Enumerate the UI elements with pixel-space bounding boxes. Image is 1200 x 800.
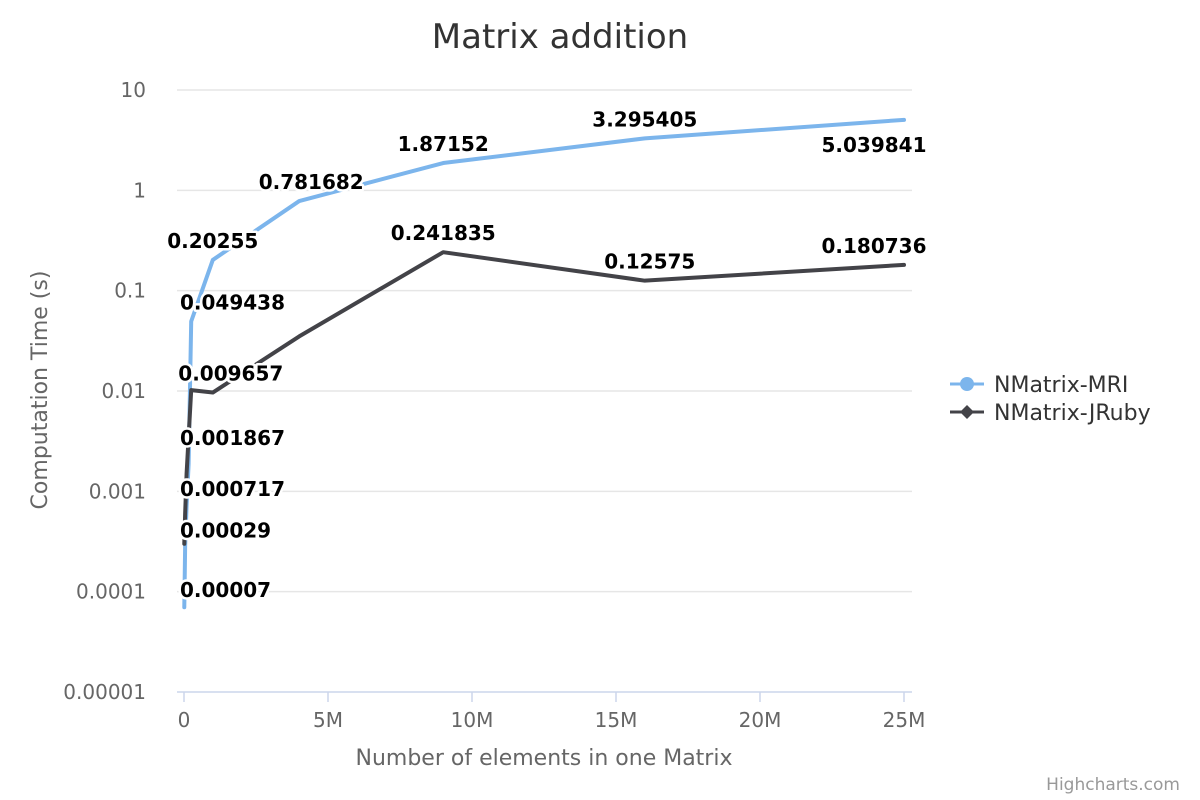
legend-item-nmatrix-mri[interactable]: NMatrix-MRI <box>950 373 1128 398</box>
x-tick-label: 25M <box>883 708 926 732</box>
legend-label-nmatrix-jruby: NMatrix-JRuby <box>994 401 1151 426</box>
data-point[interactable] <box>211 258 215 262</box>
x-tick-label: 5M <box>313 708 343 732</box>
y-tick-label: 10 <box>121 78 146 102</box>
chart-title: Matrix addition <box>432 17 688 57</box>
y-tick-label: 0.001 <box>89 479 146 503</box>
data-point[interactable] <box>182 542 186 546</box>
data-point[interactable] <box>643 136 647 140</box>
y-axis-title: Computation Time (s) <box>28 271 53 510</box>
data-point[interactable] <box>182 605 186 609</box>
data-label: 0.180736 <box>821 234 926 258</box>
data-point[interactable] <box>189 319 193 323</box>
legend-label-nmatrix-mri: NMatrix-MRI <box>994 373 1128 398</box>
data-point[interactable] <box>211 391 215 395</box>
x-tick-label: 10M <box>451 708 494 732</box>
data-point[interactable] <box>189 388 193 392</box>
data-point[interactable] <box>297 199 301 203</box>
legend-item-nmatrix-jruby[interactable]: NMatrix-JRuby <box>950 401 1151 426</box>
data-point[interactable] <box>643 279 647 283</box>
legend-diamond-marker-icon <box>960 405 974 419</box>
x-tick-label: 0 <box>178 708 191 732</box>
y-tick-label: 1 <box>133 178 146 202</box>
x-axis-ticks: 0 5M 10M 15M 20M 25M <box>178 692 926 732</box>
legend: NMatrix-MRI NMatrix-JRuby <box>950 373 1151 426</box>
data-labels: 0.00007 0.00029 0.000717 0.001867 0.049438 0.… <box>165 105 929 605</box>
data-label: 0.781682 <box>259 170 364 194</box>
y-axis-ticks: 0.00001 0.0001 0.001 0.01 0.1 1 10 <box>63 78 146 704</box>
data-label: 5.039841 <box>821 133 926 157</box>
data-point[interactable] <box>902 263 906 267</box>
data-point[interactable] <box>441 161 445 165</box>
data-label: 0.049438 <box>180 290 285 314</box>
x-tick-label: 15M <box>595 708 638 732</box>
series-line-nmatrix-jruby[interactable] <box>182 250 906 546</box>
y-tick-label: 0.1 <box>114 279 146 303</box>
plot-series <box>182 117 906 610</box>
y-tick-label: 0.0001 <box>76 580 146 604</box>
data-label: 0.00007 <box>180 578 271 602</box>
x-axis-title: Number of elements in one Matrix <box>356 746 733 771</box>
data-label: 1.87152 <box>398 132 489 156</box>
data-label: 0.12575 <box>604 250 695 274</box>
data-label: 0.009657 <box>178 362 283 386</box>
data-point[interactable] <box>441 250 445 254</box>
x-tick-label: 20M <box>739 708 782 732</box>
data-label: 0.20255 <box>167 229 258 253</box>
data-label: 0.000717 <box>180 477 285 501</box>
data-point[interactable] <box>183 512 187 516</box>
credits-link[interactable]: Highcharts.com <box>1046 775 1180 795</box>
data-point[interactable] <box>902 118 906 122</box>
legend-circle-marker-icon <box>960 377 974 391</box>
data-label: 0.241835 <box>391 221 496 245</box>
data-point[interactable] <box>297 334 301 338</box>
data-label: 0.00029 <box>180 518 271 542</box>
y-tick-label: 0.01 <box>101 379 146 403</box>
data-label: 3.295405 <box>592 107 697 131</box>
y-tick-label: 0.00001 <box>63 680 146 704</box>
data-point[interactable] <box>185 472 189 476</box>
data-label: 0.001867 <box>180 426 285 450</box>
grid-lines <box>177 89 912 593</box>
